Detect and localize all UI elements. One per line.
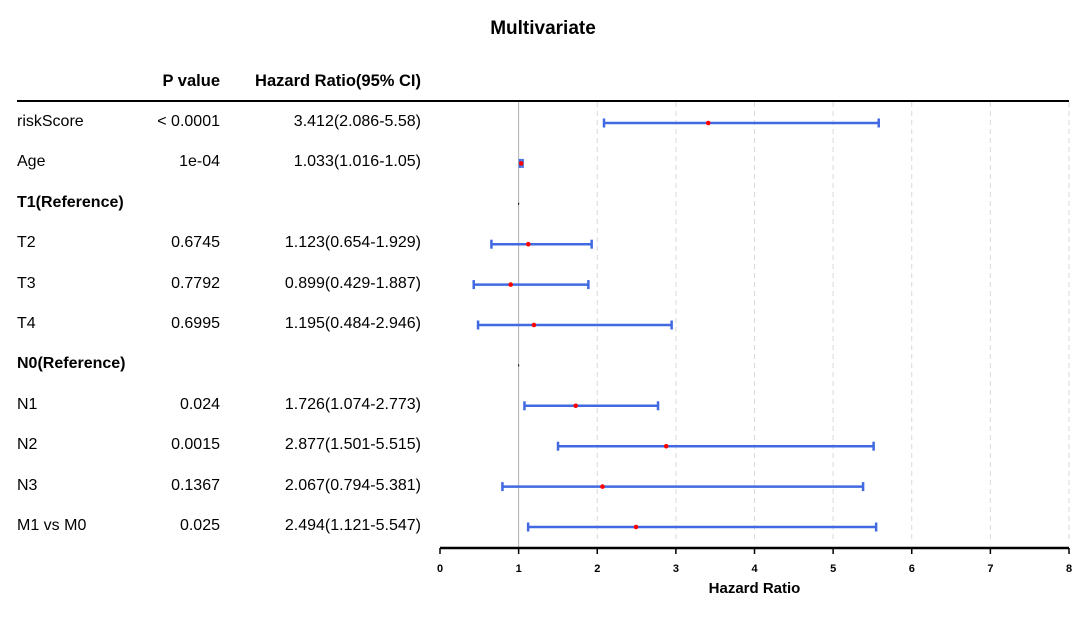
row-pvalue: 0.024 (179, 395, 220, 413)
forest-row: T1(Reference) (0, 194, 1086, 216)
forest-row: N3 0.1367 2.067(0.794-5.381) (0, 477, 1086, 499)
row-label: T4 (17, 315, 36, 332)
row-label: riskScore (17, 113, 84, 130)
row-pvalue: 0.0015 (171, 436, 220, 454)
x-axis-title: Hazard Ratio (709, 580, 801, 597)
x-tick-label: 2 (594, 563, 600, 575)
x-tick-label: 0 (437, 563, 443, 575)
x-tick-label: 7 (987, 563, 993, 575)
row-label: N0(Reference) (17, 355, 126, 373)
chart-title: Multivariate (490, 18, 596, 39)
x-tick-label: 3 (673, 563, 679, 575)
row-hazard-ratio: 2.494(1.121-5.547) (284, 517, 421, 534)
row-pvalue: < 0.0001 (157, 113, 220, 130)
forest-row: N0(Reference) (0, 355, 1086, 377)
row-hazard-ratio: 1.195(0.484-2.946) (284, 315, 421, 332)
x-tick-label: 8 (1066, 563, 1072, 575)
hazard-ratio-column-header: Hazard Ratio(95% CI) (255, 72, 421, 90)
row-hazard-ratio: 2.067(0.794-5.381) (284, 476, 421, 494)
row-label: N3 (17, 476, 38, 494)
hr-point (531, 322, 537, 328)
hr-point (600, 484, 605, 489)
hr-point (518, 161, 524, 166)
x-tick-label: 4 (751, 563, 758, 575)
pvalue-column-header: P value (162, 72, 220, 90)
row-hazard-ratio: 0.899(0.429-1.887) (284, 274, 421, 292)
hr-point (525, 241, 531, 247)
forest-row: N2 0.0015 2.877(1.501-5.515) (0, 436, 1086, 458)
row-label: M1 vs M0 (17, 517, 87, 534)
row-pvalue: 1e-04 (179, 153, 220, 171)
hr-point (573, 403, 579, 409)
x-tick-label: 5 (830, 563, 836, 575)
row-label: N1 (17, 395, 38, 413)
row-pvalue: 0.1367 (171, 476, 220, 494)
row-hazard-ratio: 1.033(1.016-1.05) (293, 153, 421, 171)
forest-row: T3 0.7792 0.899(0.429-1.887) (0, 275, 1086, 297)
row-hazard-ratio: 1.123(0.654-1.929) (284, 234, 421, 252)
row-label: T3 (17, 274, 36, 292)
header-rule (17, 100, 1069, 102)
forest-row: N1 0.024 1.726(1.074-2.773) (0, 396, 1086, 418)
x-tick-label: 1 (516, 563, 522, 575)
row-label: T1(Reference) (17, 193, 124, 211)
forest-row: riskScore < 0.0001 3.412(2.086-5.58) (0, 113, 1086, 135)
row-label: Age (17, 153, 46, 171)
forest-row: M1 vs M0 0.025 2.494(1.121-5.547) (0, 517, 1086, 539)
row-pvalue: 0.6995 (171, 315, 220, 332)
row-pvalue: 0.7792 (171, 274, 220, 292)
hr-point (663, 443, 669, 449)
row-label: N2 (17, 436, 38, 454)
row-pvalue: 0.6745 (171, 234, 220, 252)
row-hazard-ratio: 3.412(2.086-5.58) (293, 113, 421, 130)
row-label: T2 (17, 234, 36, 252)
forest-row: T2 0.6745 1.123(0.654-1.929) (0, 234, 1086, 256)
forest-row: T4 0.6995 1.195(0.484-2.946) (0, 315, 1086, 337)
row-hazard-ratio: 2.877(1.501-5.515) (284, 436, 421, 454)
row-pvalue: 0.025 (179, 517, 220, 534)
x-tick-label: 6 (909, 563, 915, 575)
row-hazard-ratio: 1.726(1.074-2.773) (284, 395, 421, 413)
forest-row: Age 1e-04 1.033(1.016-1.05) (0, 153, 1086, 175)
hr-point (705, 120, 711, 126)
hr-point (633, 524, 639, 530)
hr-point (508, 282, 513, 287)
